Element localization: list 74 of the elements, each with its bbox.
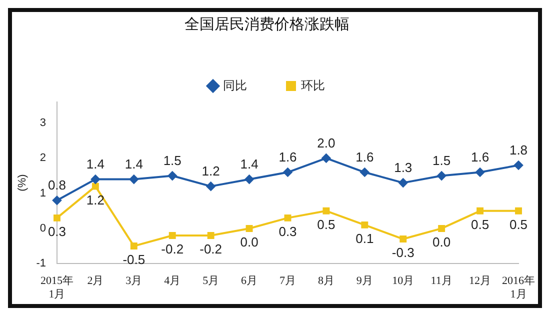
point bbox=[515, 207, 522, 214]
y-tick-label: -1 bbox=[36, 258, 46, 270]
data-label: 0.5 bbox=[471, 216, 490, 232]
data-label: 2.0 bbox=[317, 135, 336, 150]
data-label: 0.1 bbox=[356, 231, 374, 246]
data-label: 1.8 bbox=[509, 142, 528, 158]
point bbox=[206, 182, 216, 191]
point bbox=[54, 214, 60, 222]
x-tick-label: 4月 bbox=[164, 275, 181, 288]
x-tick-label: 3月 bbox=[126, 275, 142, 288]
data-label: -0.2 bbox=[200, 242, 222, 257]
data-label: 1.2 bbox=[202, 163, 220, 178]
point bbox=[476, 168, 485, 177]
data-label: 1.2 bbox=[86, 192, 104, 208]
point bbox=[283, 168, 292, 177]
point bbox=[322, 154, 331, 163]
point bbox=[437, 171, 446, 180]
point bbox=[90, 174, 100, 184]
data-label: -0.3 bbox=[392, 245, 414, 260]
point bbox=[130, 242, 138, 250]
x-tick-label: 9月 bbox=[356, 275, 373, 288]
point bbox=[400, 236, 407, 242]
data-label: -0.5 bbox=[122, 252, 146, 268]
data-label: -0.2 bbox=[161, 242, 184, 257]
point bbox=[360, 168, 370, 177]
x-tick-label: 6月 bbox=[241, 275, 258, 288]
x-tick-label: 2月 bbox=[87, 275, 104, 288]
data-label: 1.3 bbox=[394, 160, 412, 175]
x-tick-label: 10月 bbox=[392, 275, 414, 288]
y-axis-title: (%) bbox=[16, 174, 29, 192]
data-label: 0.5 bbox=[317, 216, 336, 232]
x-tick-label: 5月 bbox=[202, 275, 220, 288]
data-label: 1.6 bbox=[471, 149, 490, 164]
data-label: 0.8 bbox=[48, 177, 66, 192]
data-label: 0.5 bbox=[509, 216, 528, 232]
x-tick-label: 2016年 1月 bbox=[502, 275, 535, 300]
point bbox=[398, 178, 408, 188]
point bbox=[438, 224, 446, 232]
point bbox=[92, 182, 99, 190]
x-tick-label: 8月 bbox=[318, 275, 334, 288]
data-label: 0.3 bbox=[278, 224, 297, 240]
y-tick-label: 2 bbox=[40, 152, 46, 164]
data-label: 1.5 bbox=[163, 152, 182, 168]
data-label: 1.6 bbox=[278, 149, 297, 164]
point bbox=[476, 207, 484, 214]
point bbox=[168, 232, 176, 239]
point bbox=[168, 171, 177, 180]
data-label: 1.4 bbox=[240, 156, 258, 172]
legend-label: 环比 bbox=[301, 78, 325, 92]
x-tick-label: 11月 bbox=[430, 275, 452, 288]
legend-label: 同比 bbox=[223, 78, 247, 92]
point bbox=[244, 174, 254, 184]
y-tick-label: 0 bbox=[40, 222, 46, 234]
data-label: 1.4 bbox=[86, 156, 104, 172]
data-label: 0.0 bbox=[432, 234, 451, 250]
point bbox=[207, 232, 214, 239]
data-label: 1.4 bbox=[124, 156, 143, 172]
point bbox=[361, 221, 368, 228]
data-label: 0.3 bbox=[48, 224, 66, 240]
y-tick-label: 3 bbox=[40, 117, 46, 130]
point bbox=[129, 174, 138, 184]
point bbox=[514, 160, 523, 170]
y-tick-label: 1 bbox=[40, 187, 46, 200]
x-tick-label: 7月 bbox=[279, 275, 296, 288]
point bbox=[284, 214, 292, 222]
x-tick-label: 2015年 1月 bbox=[40, 275, 74, 300]
point bbox=[322, 207, 330, 214]
chart-title: 全国居民消费价格涨跌幅 bbox=[184, 16, 350, 34]
data-label: 0.0 bbox=[240, 234, 258, 250]
data-label: 1.5 bbox=[432, 152, 451, 168]
point bbox=[52, 196, 62, 205]
point bbox=[246, 224, 253, 232]
data-label: 1.6 bbox=[356, 149, 374, 164]
x-tick-label: 12月 bbox=[469, 275, 492, 288]
